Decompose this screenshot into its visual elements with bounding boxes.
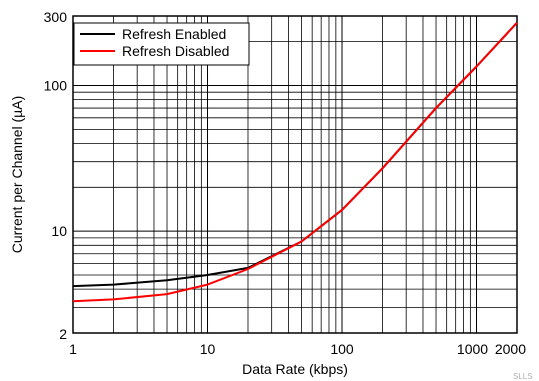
legend-label-refresh-disabled: Refresh Disabled — [122, 43, 229, 59]
legend-box — [73, 22, 250, 66]
y-axis-label: Current per Channel (µA) — [9, 96, 25, 253]
y-tick-label: 2 — [59, 326, 67, 342]
series-layer — [72, 22, 518, 303]
y-tick-label: 100 — [44, 78, 68, 94]
watermark: SLLS — [513, 372, 533, 381]
x-tick-label: 1 — [69, 341, 77, 357]
x-tick-label: 1000 — [457, 341, 488, 357]
x-tick-label: 100 — [330, 341, 354, 357]
legend-label-refresh-enabled: Refresh Enabled — [122, 26, 226, 42]
x-tick-label: 2000 — [495, 341, 526, 357]
grid — [73, 16, 517, 333]
y-tick-label: 300 — [44, 9, 68, 25]
legend: Refresh Enabled Refresh Disabled — [73, 22, 250, 66]
plot-frame — [72, 15, 518, 334]
x-tick-labels: 1 10 100 1000 2000 — [69, 341, 526, 357]
x-axis-label: Data Rate (kbps) — [242, 361, 348, 377]
series-line-refresh-disabled — [72, 22, 518, 303]
y-tick-label: 10 — [51, 223, 67, 239]
y-tick-labels: 2 10 100 300 — [44, 9, 68, 342]
x-tick-label: 10 — [200, 341, 216, 357]
